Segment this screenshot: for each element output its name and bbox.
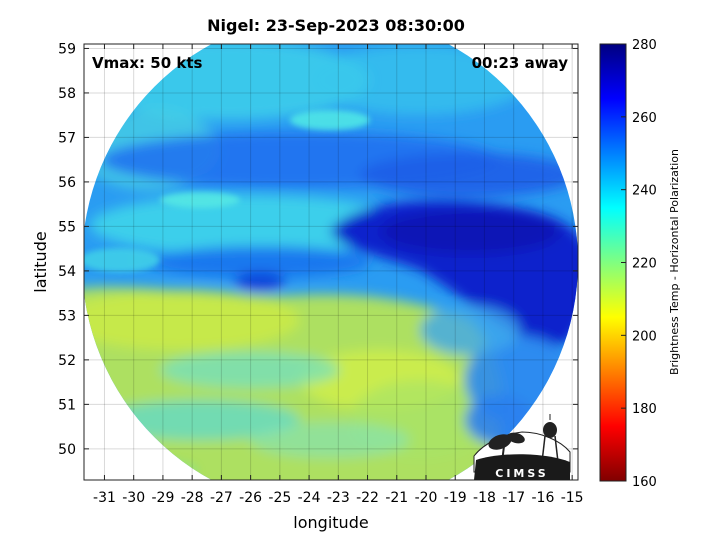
y-tick-label: 51 xyxy=(58,397,76,413)
y-tick-label: 58 xyxy=(58,86,76,102)
colorbar-tick-label: 240 xyxy=(632,184,657,199)
x-tick-label: -29 xyxy=(151,490,174,506)
x-tick-label: -24 xyxy=(298,490,321,506)
colorbar-label: Brightness Temp - Horizontal Polarizatio… xyxy=(668,149,681,375)
x-tick-label: -15 xyxy=(561,490,584,506)
y-tick-label: 52 xyxy=(58,353,76,369)
vmax-label: Vmax: 50 kts xyxy=(92,54,202,72)
y-tick-label: 50 xyxy=(58,442,76,458)
x-tick-label: -28 xyxy=(181,490,204,506)
x-tick-label: -25 xyxy=(268,490,291,506)
y-tick-label: 59 xyxy=(58,41,76,57)
colorbar-tick-label: 160 xyxy=(632,475,657,490)
logo-text: CIMSS xyxy=(495,467,548,480)
x-tick-label: -23 xyxy=(327,490,350,506)
y-axis-label: latitude xyxy=(31,231,50,292)
plot-border xyxy=(83,43,579,481)
x-tick-label: -17 xyxy=(502,490,525,506)
colorbar-tick-label: 260 xyxy=(632,111,657,126)
x-tick-label: -20 xyxy=(415,490,438,506)
x-tick-label: -18 xyxy=(473,490,496,506)
x-axis-ticks: -31 -30 -29 -28 -27 -26 -25 -24 -23 -22 -21 -20 -19-… xyxy=(93,44,584,506)
colorbar: 160 180 200 220 240 260 280 Brightness Temp - … xyxy=(599,38,681,490)
y-axis-ticks: 50 51 52 53 54 55 56 57 58 59 xyxy=(58,41,578,458)
x-tick-label: -26 xyxy=(239,490,262,506)
y-tick-label: 56 xyxy=(58,175,76,191)
y-tick-label: 57 xyxy=(58,130,76,146)
x-tick-label: -31 xyxy=(93,490,116,506)
grid-lines xyxy=(84,44,578,480)
colorbar-tick-label: 180 xyxy=(632,402,657,417)
x-tick-label: -22 xyxy=(356,490,379,506)
x-tick-label: -16 xyxy=(531,490,554,506)
x-tick-label: -30 xyxy=(122,490,145,506)
colorbar-tick-label: 200 xyxy=(632,329,657,344)
plot-title: Nigel: 23-Sep-2023 08:30:00 xyxy=(207,16,465,35)
x-tick-label: -27 xyxy=(210,490,233,506)
x-axis-label: longitude xyxy=(293,513,368,532)
x-tick-label: -21 xyxy=(385,490,408,506)
y-tick-label: 53 xyxy=(58,308,76,324)
swath-layer xyxy=(84,44,578,480)
y-tick-label: 54 xyxy=(58,264,76,280)
y-tick-label: 55 xyxy=(58,219,76,235)
cimss-logo: CIMSS xyxy=(473,414,571,480)
colorbar-tick-label: 220 xyxy=(632,257,657,272)
colorbar-tick-label: 280 xyxy=(632,38,657,53)
x-tick-label: -19 xyxy=(444,490,467,506)
time-away-label: 00:23 away xyxy=(472,54,569,72)
colorbar-ticks: 160 180 200 220 240 260 280 xyxy=(621,38,657,490)
